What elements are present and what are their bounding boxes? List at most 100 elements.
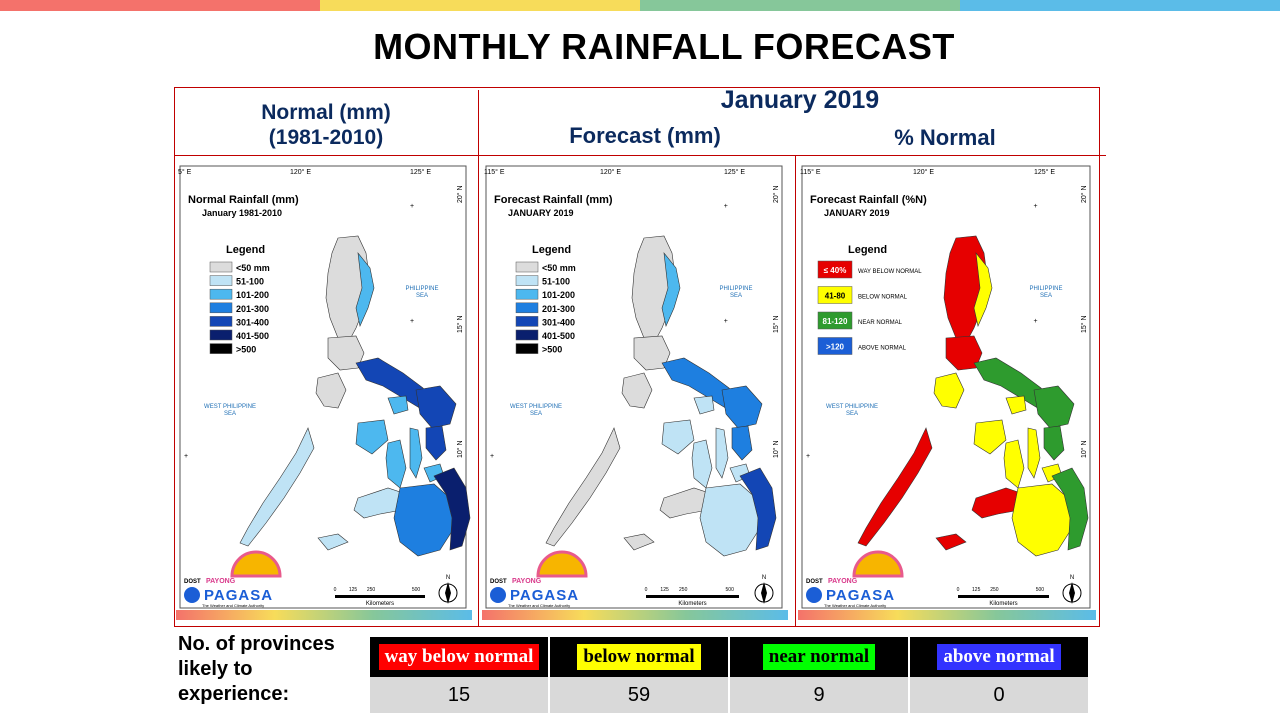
- legend-label: 201-300: [236, 304, 269, 314]
- island-mindanao-central: [699, 483, 761, 557]
- logo-dost: DOST: [490, 579, 507, 585]
- island-mindoro: [933, 372, 965, 409]
- scale-unit: Kilometers: [366, 601, 394, 607]
- island-leyte: [425, 425, 447, 461]
- legend-label: 51-100: [236, 277, 264, 287]
- logo-mark-icon: [490, 587, 506, 603]
- lat-label: 10° N: [772, 440, 780, 458]
- legend-swatch: [209, 343, 233, 354]
- island-palawan: [239, 427, 315, 547]
- map-title: Normal Rainfall (mm): [188, 194, 299, 206]
- rainbow-strip: [798, 610, 1096, 620]
- sea-label-west: WEST PHILIPPINE: [204, 404, 256, 410]
- chip-way-below-normal: way below normal: [378, 644, 540, 670]
- cat-cell-way-below: way below normal: [370, 637, 550, 677]
- umbrella-icon: [536, 550, 588, 578]
- legend-label: 101-200: [542, 290, 575, 300]
- sea-label-east: SEA: [1040, 293, 1052, 299]
- island-luzon-east: [973, 251, 993, 327]
- island-luzon-central: [327, 335, 365, 371]
- top-bar-red: [0, 0, 320, 11]
- count-row: 15 59 9 0: [370, 677, 1090, 713]
- lat-label: 20° N: [456, 185, 464, 203]
- scale-tick: 125: [660, 587, 669, 593]
- scale-tick: 0: [645, 587, 648, 593]
- island-masbate: [1005, 395, 1027, 415]
- lon-label: 115° E: [800, 168, 821, 176]
- scale-tick: 250: [679, 587, 688, 593]
- island-panay: [661, 419, 695, 455]
- island-mindanao-central: [393, 483, 455, 557]
- legend-desc: ABOVE NORMAL: [858, 346, 907, 352]
- grid-cross: +: [806, 453, 810, 460]
- lon-label: 125° E: [1034, 168, 1055, 176]
- logo-pagasa: PAGASA: [826, 587, 895, 604]
- legend-swatch: [515, 288, 539, 300]
- legend-swatch: [515, 302, 539, 314]
- island-mindanao-west: [659, 487, 713, 519]
- lon-label: 120° E: [600, 168, 621, 176]
- legend-swatch: [515, 329, 539, 341]
- legend-label: 81-120: [823, 317, 848, 326]
- sea-label-west: SEA: [846, 411, 858, 417]
- legend-label: >120: [826, 343, 845, 352]
- island-palawan: [857, 427, 933, 547]
- sea-label-west: SEA: [530, 411, 542, 417]
- grid-cross: +: [724, 318, 728, 325]
- scale-tick: 250: [990, 587, 999, 593]
- sea-label-east: SEA: [730, 293, 742, 299]
- percent-header: % Normal: [894, 125, 996, 150]
- island-luzon-central: [945, 335, 983, 371]
- legend-desc: WAY BELOW NORMAL: [858, 269, 922, 275]
- logo-pagasa: PAGASA: [204, 587, 273, 604]
- logo-tagline: The Weather and Climate Authority: [824, 603, 886, 608]
- map-subtitle: JANUARY 2019: [508, 208, 574, 218]
- logo-payong: PAYONG: [206, 578, 236, 585]
- legend-swatch: [209, 302, 233, 314]
- category-table: way below normal below normal near norma…: [370, 637, 1090, 713]
- island-palawan: [545, 427, 621, 547]
- grid-cross: +: [410, 203, 414, 210]
- sea-label-east: SEA: [416, 293, 428, 299]
- legend-label: >500: [236, 345, 256, 355]
- chip-below-normal: below normal: [577, 644, 701, 670]
- legend-swatch: [817, 260, 853, 279]
- legend-label: 301-400: [542, 317, 575, 327]
- island-samar: [415, 385, 457, 429]
- legend-swatch: [209, 329, 233, 341]
- scale-tick: 125: [349, 587, 358, 593]
- lat-label: 15° N: [1080, 315, 1088, 333]
- lat-label: 20° N: [1080, 185, 1088, 203]
- map-title: Forecast Rainfall (mm): [494, 194, 613, 206]
- logo-mark-icon: [806, 587, 822, 603]
- legend-label: 401-500: [542, 331, 575, 341]
- page-title: MONTHLY RAINFALL FORECAST: [373, 26, 955, 67]
- sea-label-west: WEST PHILIPPINE: [510, 404, 562, 410]
- divider-2: [795, 155, 796, 627]
- top-bar-green: [640, 0, 960, 11]
- legend-label: 41-80: [825, 292, 846, 301]
- scale-unit: Kilometers: [678, 601, 706, 607]
- lon-label: 5° E: [178, 168, 192, 176]
- chip-near-normal: near normal: [762, 644, 876, 670]
- north-arrow-needle-icon: [445, 582, 451, 604]
- island-masbate: [693, 395, 715, 415]
- island-sulu: [623, 533, 655, 551]
- rainbow-strip: [482, 610, 788, 620]
- logo-tagline: The Weather and Climate Authority: [202, 603, 264, 608]
- legend-swatch: [209, 316, 233, 327]
- island-cebu: [409, 427, 423, 479]
- cat-cell-above: above normal: [909, 637, 1090, 677]
- scale-tick: 0: [957, 587, 960, 593]
- legend-label: ≤ 40%: [824, 266, 847, 275]
- lat-label: 15° N: [772, 315, 780, 333]
- count-near: 9: [729, 677, 910, 713]
- maps-frame: [174, 87, 1100, 627]
- legend-label: <50 mm: [236, 263, 270, 273]
- island-cebu: [1027, 427, 1041, 479]
- count-above: 0: [909, 677, 1090, 713]
- grid-cross: +: [184, 453, 188, 460]
